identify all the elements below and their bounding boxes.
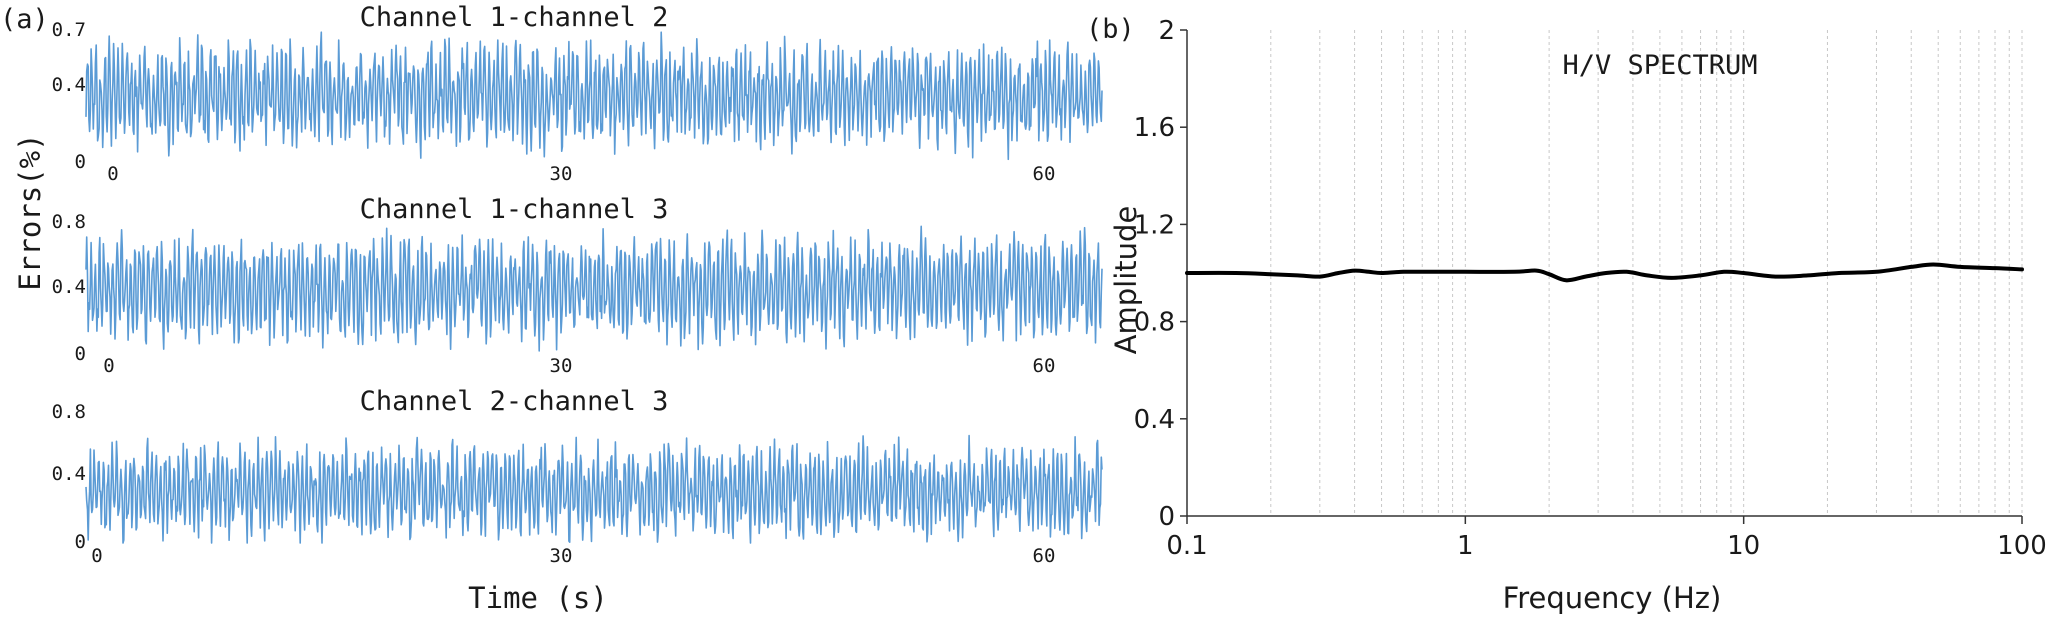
subplot-3-ytick-mid: 0.4 [52,463,86,485]
subplot-2-title: Channel 1-channel 3 [360,194,669,225]
xtick-label: 10 [1727,531,1760,561]
subplot-channel-1-3: Channel 1-channel 3 0.8 0.4 0 0 30 60 [52,194,1103,377]
subplot-2-ytick-top: 0.8 [52,211,86,233]
subplot-2-ytick-mid: 0.4 [52,276,86,298]
subplot-2-signal-line [85,225,1103,352]
subplot-2-xtick-60: 60 [1033,355,1056,377]
panel-b: (b) 0 0.4 0.8 1.2 1.6 2 0.1 1 10 100 H/V SPECTRU… [1086,14,2047,615]
panel-a-label: (a) [0,4,49,35]
subplot-3-xtick-0: 0 [91,545,102,567]
panel-a-xlabel: Time (s) [468,581,608,615]
subplot-1-ytick-mid: 0.4 [52,74,86,96]
subplot-1-title: Channel 1-channel 2 [360,2,669,33]
xtick-label: 0.1 [1166,531,1207,561]
subplot-3-xtick-60: 60 [1033,545,1056,567]
ytick-label: 0.4 [1134,405,1175,435]
hv-spectrum-line [1185,262,2024,283]
subplot-1-ytick-zero: 0 [75,151,86,173]
panel-a: (a) Errors(%) Time (s) Channel 1-channel… [0,2,1103,615]
subplot-2-xtick-0: 0 [103,355,114,377]
panel-b-yticks: 0 0.4 0.8 1.2 1.6 2 [1134,16,1187,532]
ytick-label: 0 [1158,502,1175,532]
subplot-1-ytick-top: 0.7 [52,19,86,41]
ytick-label: 0.8 [1134,308,1175,338]
subplot-3-ytick-zero: 0 [75,531,86,553]
subplot-3-ytick-top: 0.8 [52,401,86,423]
ytick-label: 1.6 [1134,113,1175,143]
xtick-label: 1 [1457,531,1474,561]
panel-a-ylabel: Errors(%) [13,133,47,290]
subplot-2-ytick-zero: 0 [75,343,86,365]
subplot-2-xtick-30: 30 [550,355,573,377]
subplot-1-xtick-60: 60 [1033,163,1056,185]
panel-b-ylabel: Amplitude [1109,206,1143,355]
panel-b-xlabel: Frequency (Hz) [1503,581,1722,615]
panel-b-label: (b) [1086,14,1135,45]
ytick-label: 1.2 [1134,210,1175,240]
subplot-3-xtick-30: 30 [550,545,573,567]
ytick-label: 2 [1158,16,1175,46]
subplot-channel-2-3: Channel 2-channel 3 0.8 0.4 0 0 30 60 [52,386,1103,567]
xtick-label: 100 [1997,531,2047,561]
panel-b-title: H/V SPECTRUM [1562,50,1757,81]
subplot-3-signal-line [85,434,1103,544]
subplot-1-signal-line [85,31,1103,161]
subplot-1-xtick-0: 0 [107,163,118,185]
subplot-1-xtick-30: 30 [550,163,573,185]
panel-b-xticks: 0.1 1 10 100 [1166,516,2047,561]
subplot-3-title: Channel 2-channel 3 [360,386,669,417]
subplot-channel-1-2: Channel 1-channel 2 0.7 0.4 0 0 30 60 [52,2,1103,185]
